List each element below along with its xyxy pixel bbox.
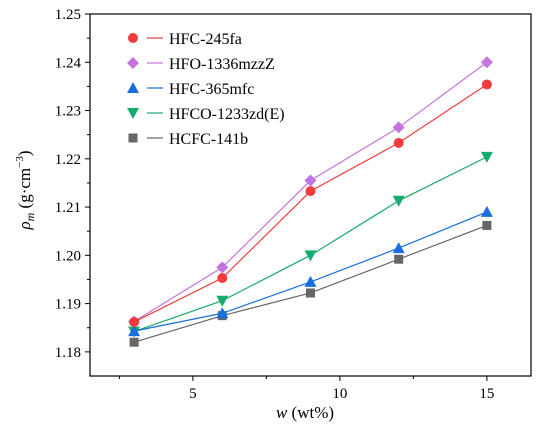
data-point [216, 261, 229, 274]
data-point [304, 250, 317, 262]
legend-marker [127, 82, 139, 93]
legend-label: HFC-365mfc [169, 81, 254, 98]
data-point [305, 186, 316, 197]
legend-label: HFO-1336mzzZ [169, 56, 275, 73]
data-point [216, 295, 229, 307]
data-point [306, 288, 315, 298]
x-axis-title: w (wt%) [276, 403, 334, 422]
data-point [129, 316, 140, 327]
y-tick-label: 1.20 [55, 248, 81, 264]
data-point [480, 151, 493, 163]
data-point [482, 220, 492, 230]
x-tick-label: 15 [479, 386, 494, 402]
y-tick-label: 1.22 [55, 152, 81, 168]
data-point [216, 307, 229, 319]
data-point [393, 137, 404, 148]
legend-item: HFC-365mfc [127, 81, 254, 98]
data-point [392, 242, 405, 254]
data-point [129, 337, 139, 347]
axis-ticks: 1.18 1.19 1.20 1.21 1.22 1.23 1.24 1.25 5 10 15 [55, 7, 495, 402]
legend-item: HFC-245fa [128, 31, 242, 48]
data-point [304, 174, 317, 187]
x-tick-label: 10 [332, 386, 347, 402]
series-hfco-1233zd-e [128, 151, 493, 338]
legend-item: HFO-1336mzzZ [127, 56, 275, 73]
x-tick-label: 5 [189, 386, 197, 402]
legend-marker [128, 33, 138, 43]
legend-label: HCFC-141b [169, 131, 248, 148]
legend-marker [128, 133, 138, 143]
plot-area [89, 13, 532, 377]
y-tick-label: 1.18 [55, 345, 81, 361]
legend-item: HFCO-1233zd(E) [127, 106, 285, 123]
y-tick-label: 1.25 [55, 7, 81, 23]
data-point [304, 275, 317, 287]
legend-label: HFC-245fa [169, 31, 242, 48]
data-point [217, 273, 228, 284]
legend: HFC-245fa HFO-1336mzzZ HFC-365mfc HFCO-1233… [127, 31, 285, 148]
data-point [394, 254, 404, 264]
y-axis-title: ρm (g·cm−3) [14, 150, 37, 230]
data-point [392, 195, 405, 207]
plot-frame [89, 13, 532, 377]
series-hfc-365mfc [128, 205, 493, 337]
y-tick-label: 1.24 [55, 55, 82, 71]
legend-label: HFCO-1233zd(E) [169, 106, 285, 123]
legend-marker [127, 108, 139, 119]
series-hfc-245fa [129, 79, 492, 327]
legend-marker [127, 57, 139, 69]
data-point [480, 205, 493, 217]
data-point [481, 79, 492, 90]
y-tick-label: 1.19 [55, 297, 81, 313]
y-tick-label: 1.21 [55, 200, 81, 216]
data-point [128, 325, 141, 337]
data-point [480, 56, 493, 69]
data-point [392, 121, 405, 134]
legend-item: HCFC-141b [128, 131, 248, 148]
y-tick-label: 1.23 [55, 104, 81, 120]
series-layer [128, 56, 493, 347]
